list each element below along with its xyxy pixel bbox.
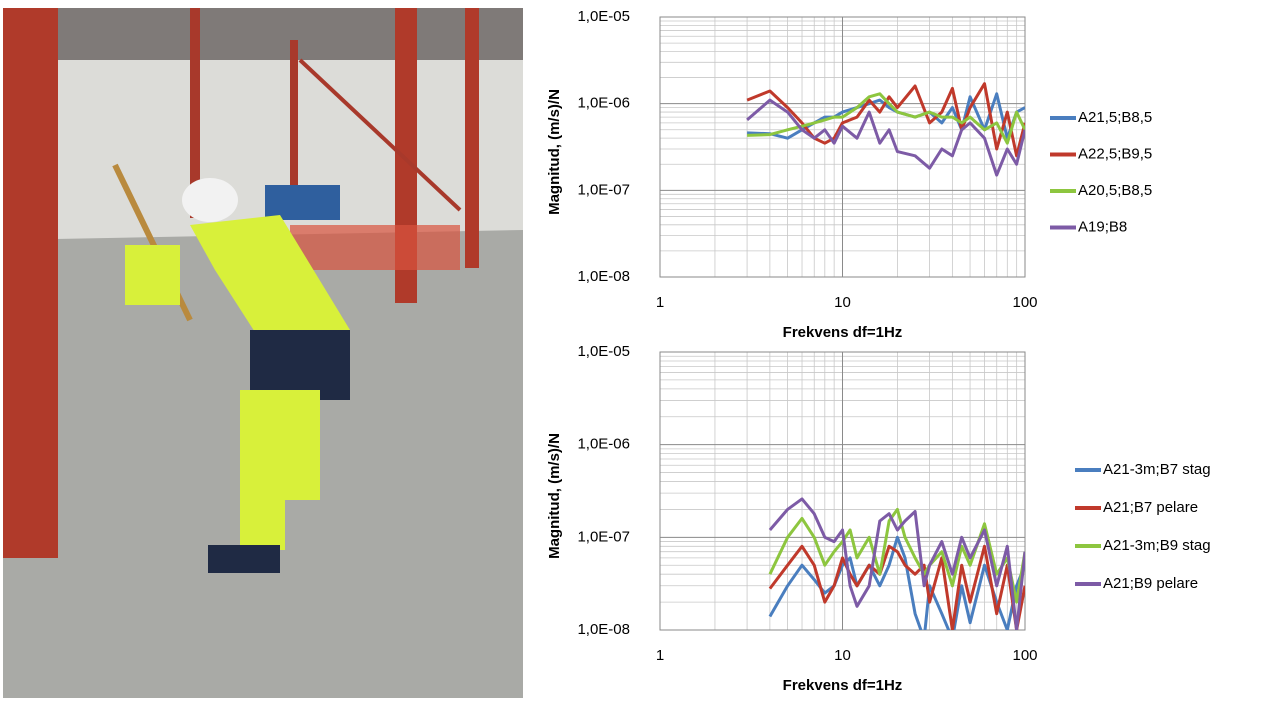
figure: 1,0E-08 1,0E-07 1,0E-06 1,0E-05 1 10 100 Frekve… — [0, 0, 1268, 700]
x-tick-label: 1 — [656, 647, 664, 664]
legend-label: A20,5;B8,5 — [1078, 182, 1152, 199]
legend-label: A21;B9 pelare — [1103, 575, 1198, 592]
y-tick-label: 1,0E-05 — [577, 8, 630, 25]
x-tick-label: 10 — [834, 294, 851, 311]
x-axis-title: Frekvens df=1Hz — [783, 677, 903, 694]
y-tick-label: 1,0E-07 — [577, 528, 630, 545]
x-tick-label: 100 — [1012, 647, 1037, 664]
y-axis-title: Magnitud, (m/s)/N — [546, 89, 563, 215]
chart: 1,0E-08 1,0E-07 1,0E-06 1,0E-05 1 10 100 Frekve… — [546, 8, 1152, 341]
x-tick-label: 100 — [1012, 294, 1037, 311]
legend-label: A21;B7 pelare — [1103, 499, 1198, 516]
y-axis-title: Magnitud, (m/s)/N — [546, 433, 563, 559]
legend-label: A21,5;B8,5 — [1078, 109, 1152, 126]
chart: 1,0E-08 1,0E-07 1,0E-06 1,0E-05 1 10 100 Frekve… — [546, 343, 1211, 694]
y-tick-label: 1,0E-08 — [577, 268, 630, 285]
y-tick-label: 1,0E-06 — [577, 436, 630, 453]
legend-label: A21-3m;B9 stag — [1103, 537, 1211, 554]
y-tick-label: 1,0E-05 — [577, 343, 630, 360]
y-tick-label: 1,0E-06 — [577, 95, 630, 112]
legend-label: A21-3m;B7 stag — [1103, 461, 1211, 478]
y-tick-label: 1,0E-08 — [577, 621, 630, 638]
legend-label: A22,5;B9,5 — [1078, 145, 1152, 162]
y-tick-label: 1,0E-07 — [577, 181, 630, 198]
x-axis-title: Frekvens df=1Hz — [783, 324, 903, 341]
x-tick-label: 1 — [656, 294, 664, 311]
legend-label: A19;B8 — [1078, 218, 1127, 235]
x-tick-label: 10 — [834, 647, 851, 664]
photo — [3, 8, 523, 698]
